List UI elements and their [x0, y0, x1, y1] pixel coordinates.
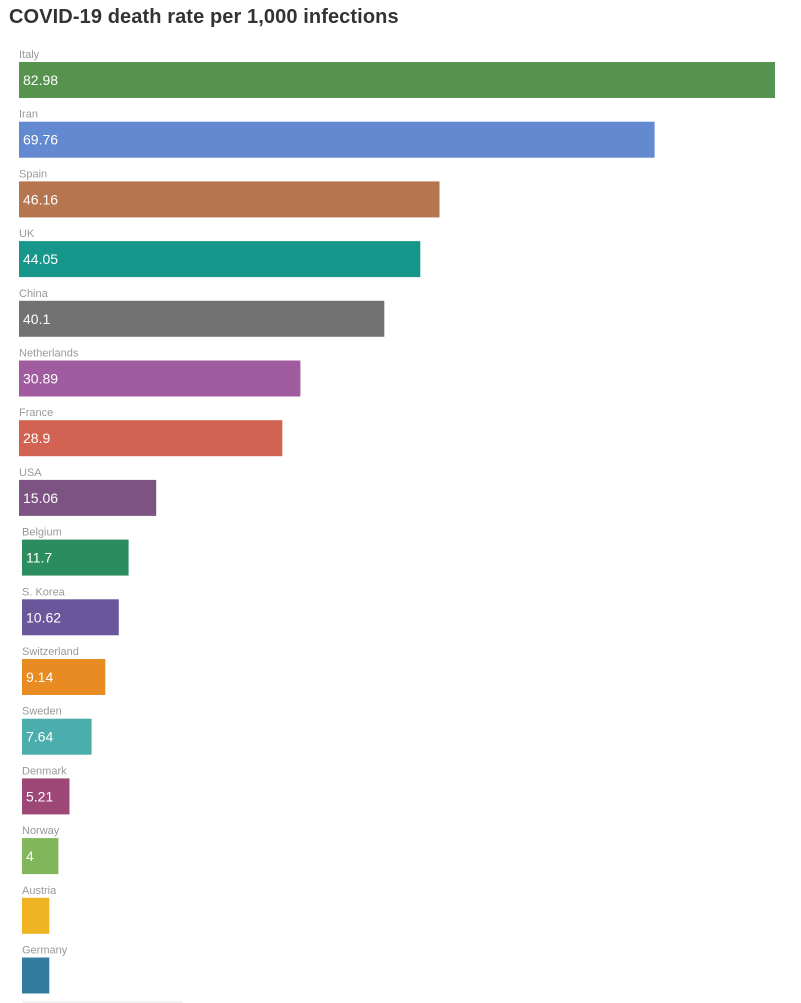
bar-austria[interactable]: [22, 897, 50, 934]
bar-spain[interactable]: [19, 181, 440, 218]
category-label-italy: Italy: [19, 49, 40, 61]
category-label-sweden: Sweden: [22, 706, 62, 718]
bar-china[interactable]: [19, 300, 385, 337]
value-label-iran: 69.76: [23, 132, 58, 148]
value-label-s-korea: 10.62: [26, 609, 61, 625]
value-label-switzerland: 9.14: [26, 669, 53, 685]
bar-belgium[interactable]: [22, 539, 129, 576]
category-label-china: China: [19, 288, 49, 300]
category-label-iran: Iran: [19, 109, 38, 121]
value-label-usa: 15.06: [23, 490, 58, 506]
category-label-norway: Norway: [22, 825, 60, 837]
value-label-italy: 82.98: [23, 72, 58, 88]
bar-sweden[interactable]: [22, 718, 92, 755]
category-label-s-korea: S. Korea: [22, 586, 66, 598]
value-label-denmark: 5.21: [26, 788, 53, 804]
value-label-france: 28.9: [23, 430, 50, 446]
category-label-spain: Spain: [19, 168, 47, 180]
category-label-france: France: [19, 407, 53, 419]
value-label-belgium: 11.7: [26, 550, 52, 566]
bar-switzerland[interactable]: [22, 659, 106, 695]
value-label-china: 40.1: [23, 311, 50, 327]
value-label-norway: 4: [26, 848, 34, 864]
bar-denmark[interactable]: [22, 778, 70, 815]
bar-iran[interactable]: [19, 121, 655, 158]
value-label-netherlands: 30.89: [23, 371, 58, 387]
category-label-belgium: Belgium: [22, 527, 62, 539]
category-label-germany: Germany: [22, 945, 68, 957]
bar-norway[interactable]: [22, 838, 59, 875]
value-label-sweden: 7.64: [26, 729, 53, 745]
category-label-uk: UK: [19, 228, 35, 240]
bar-italy[interactable]: [19, 62, 775, 98]
category-label-denmark: Denmark: [22, 765, 67, 777]
bar-usa[interactable]: [19, 479, 157, 516]
bar-france[interactable]: [19, 420, 283, 457]
category-label-switzerland: Switzerland: [22, 646, 79, 658]
bar-germany[interactable]: [22, 957, 50, 994]
bar-s-korea[interactable]: [22, 599, 119, 636]
bar-netherlands[interactable]: [19, 360, 301, 397]
chart-title: COVID-19 death rate per 1,000 infections: [9, 6, 399, 28]
value-label-uk: 44.05: [23, 251, 58, 267]
category-label-netherlands: Netherlands: [19, 348, 79, 360]
bar-uk[interactable]: [19, 241, 421, 278]
value-label-spain: 46.16: [23, 191, 58, 207]
category-label-austria: Austria: [22, 885, 57, 897]
category-label-usa: USA: [19, 467, 42, 479]
